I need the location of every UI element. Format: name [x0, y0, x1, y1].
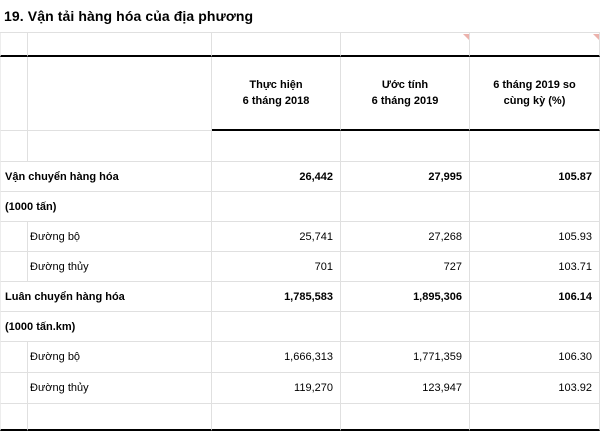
col-header-uoc-tinh[interactable]: Ước tính 6 tháng 2019: [341, 57, 470, 131]
col-header-thuc-hien[interactable]: Thực hiện 6 tháng 2018: [212, 57, 341, 131]
value-cell[interactable]: 727: [341, 252, 470, 282]
col-header-line: 6 tháng 2018: [242, 95, 310, 107]
row-label-cell[interactable]: Đường thủy: [28, 252, 212, 282]
value-cell[interactable]: 103.92: [470, 373, 600, 404]
blank-cell[interactable]: [28, 404, 212, 431]
value-cell[interactable]: 25,741: [212, 222, 341, 252]
blank-cell[interactable]: [0, 342, 28, 373]
blank-cell[interactable]: [470, 33, 600, 57]
value-cell[interactable]: [470, 192, 600, 222]
blank-cell[interactable]: [0, 131, 28, 162]
comment-marker-icon: [593, 34, 599, 40]
col-header-line: 6 tháng 2019: [371, 95, 439, 107]
blank-cell[interactable]: [0, 33, 28, 57]
value-cell[interactable]: 1,895,306: [341, 282, 470, 312]
value-cell[interactable]: 1,771,359: [341, 342, 470, 373]
col-header-line: Ước tính: [381, 79, 429, 91]
blank-cell[interactable]: [341, 131, 470, 162]
value-cell[interactable]: 701: [212, 252, 341, 282]
col-header-line: 6 tháng 2019 so: [493, 79, 576, 91]
comment-marker-icon: [463, 34, 469, 40]
header-row: Thực hiện 6 tháng 2018 Ước tính 6 tháng …: [0, 57, 600, 131]
value-cell[interactable]: [341, 312, 470, 342]
value-cell[interactable]: [341, 192, 470, 222]
blank-cell[interactable]: [28, 131, 212, 162]
table-title-cell[interactable]: 19. Vận tải hàng hóa của địa phương: [0, 0, 600, 33]
value-cell[interactable]: 26,442: [212, 162, 341, 192]
data-row-duong-thuy-km: Đường thủy 119,270 123,947 103.92: [0, 373, 600, 404]
col-header-line: cùng kỳ (%): [503, 95, 566, 107]
blank-cell[interactable]: [470, 404, 600, 431]
title-row: 19. Vận tải hàng hóa của địa phương: [0, 0, 600, 33]
blank-cell[interactable]: [28, 33, 212, 57]
row-label-cell[interactable]: (1000 tấn.km): [0, 312, 212, 342]
value-cell[interactable]: 105.93: [470, 222, 600, 252]
row-label-cell[interactable]: (1000 tấn): [0, 192, 212, 222]
row-label-cell[interactable]: Đường thủy: [28, 373, 212, 404]
blank-cell[interactable]: [0, 404, 28, 431]
blank-row: [0, 131, 600, 162]
blank-cell[interactable]: [341, 33, 470, 57]
value-cell[interactable]: 27,995: [341, 162, 470, 192]
row-label-cell[interactable]: Luân chuyển hàng hóa: [0, 282, 212, 312]
unit-row-tan-km: (1000 tấn.km): [0, 312, 600, 342]
value-cell[interactable]: 106.30: [470, 342, 600, 373]
value-cell[interactable]: 27,268: [341, 222, 470, 252]
data-row-luan-chuyen: Luân chuyển hàng hóa 1,785,583 1,895,306…: [0, 282, 600, 312]
blank-row-top: [0, 33, 600, 57]
data-row-duong-thuy: Đường thủy 701 727 103.71: [0, 252, 600, 282]
value-cell[interactable]: [470, 312, 600, 342]
value-cell[interactable]: 119,270: [212, 373, 341, 404]
blank-cell[interactable]: [0, 57, 28, 131]
blank-cell[interactable]: [0, 373, 28, 404]
unit-row-tan: (1000 tấn): [0, 192, 600, 222]
value-cell[interactable]: 105.87: [470, 162, 600, 192]
blank-cell[interactable]: [0, 222, 28, 252]
blank-cell[interactable]: [212, 404, 341, 431]
data-row-duong-bo: Đường bộ 25,741 27,268 105.93: [0, 222, 600, 252]
blank-row-bottom: [0, 404, 600, 431]
blank-cell[interactable]: [28, 57, 212, 131]
row-label-cell[interactable]: Vận chuyển hàng hóa: [0, 162, 212, 192]
value-cell[interactable]: 103.71: [470, 252, 600, 282]
row-label-cell[interactable]: Đường bộ: [28, 222, 212, 252]
blank-cell[interactable]: [212, 33, 341, 57]
col-header-line: Thực hiện: [249, 79, 303, 91]
blank-cell[interactable]: [470, 131, 600, 162]
blank-cell[interactable]: [0, 252, 28, 282]
data-row-van-chuyen: Vận chuyển hàng hóa 26,442 27,995 105.87: [0, 162, 600, 192]
blank-cell[interactable]: [212, 131, 341, 162]
value-cell[interactable]: 106.14: [470, 282, 600, 312]
value-cell[interactable]: 123,947: [341, 373, 470, 404]
row-label-cell[interactable]: Đường bộ: [28, 342, 212, 373]
value-cell[interactable]: 1,785,583: [212, 282, 341, 312]
value-cell[interactable]: [212, 312, 341, 342]
col-header-so-cung-ky[interactable]: 6 tháng 2019 so cùng kỳ (%): [470, 57, 600, 131]
value-cell[interactable]: 1,666,313: [212, 342, 341, 373]
data-row-duong-bo-km: Đường bộ 1,666,313 1,771,359 106.30: [0, 342, 600, 373]
value-cell[interactable]: [212, 192, 341, 222]
blank-cell[interactable]: [341, 404, 470, 431]
